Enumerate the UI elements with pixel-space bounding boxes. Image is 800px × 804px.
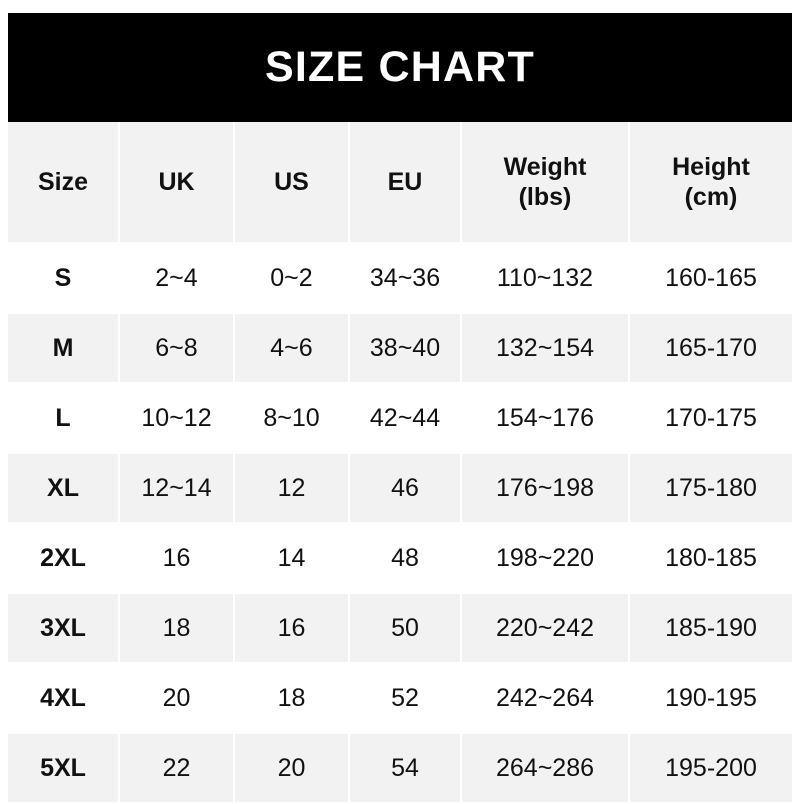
- cell-weight: 132~154: [462, 314, 630, 384]
- cell-weight: 154~176: [462, 384, 630, 454]
- column-header-us-label: US: [274, 167, 309, 196]
- cell-size: S: [8, 244, 120, 314]
- cell-size: XL: [8, 454, 120, 524]
- cell-height: 165-170: [630, 314, 792, 384]
- table-row: 2XL 16 14 48 198~220 180-185: [8, 524, 792, 594]
- cell-weight: 220~242: [462, 594, 630, 664]
- cell-size: L: [8, 384, 120, 454]
- cell-us: 8~10: [235, 384, 350, 454]
- cell-weight: 264~286: [462, 734, 630, 804]
- column-header-weight-label: Weight: [503, 152, 587, 181]
- cell-us: 20: [235, 734, 350, 804]
- size-chart-table: Size UK US EU Weight (lbs) Height (cm): [8, 122, 792, 804]
- table-row: M 6~8 4~6 38~40 132~154 165-170: [8, 314, 792, 384]
- column-header-us: US: [235, 122, 350, 244]
- cell-uk: 18: [120, 594, 235, 664]
- cell-uk: 12~14: [120, 454, 235, 524]
- cell-us: 4~6: [235, 314, 350, 384]
- cell-height: 175-180: [630, 454, 792, 524]
- cell-eu: 54: [350, 734, 462, 804]
- cell-uk: 16: [120, 524, 235, 594]
- cell-eu: 48: [350, 524, 462, 594]
- cell-eu: 38~40: [350, 314, 462, 384]
- cell-height: 190-195: [630, 664, 792, 734]
- cell-weight: 242~264: [462, 664, 630, 734]
- cell-eu: 42~44: [350, 384, 462, 454]
- cell-us: 18: [235, 664, 350, 734]
- cell-eu: 50: [350, 594, 462, 664]
- cell-uk: 10~12: [120, 384, 235, 454]
- page-title: SIZE CHART: [265, 43, 535, 91]
- cell-size: 3XL: [8, 594, 120, 664]
- cell-height: 160-165: [630, 244, 792, 314]
- table-row: 4XL 20 18 52 242~264 190-195: [8, 664, 792, 734]
- cell-uk: 20: [120, 664, 235, 734]
- cell-eu: 34~36: [350, 244, 462, 314]
- column-header-height: Height (cm): [630, 122, 792, 244]
- cell-us: 0~2: [235, 244, 350, 314]
- table-row: XL 12~14 12 46 176~198 175-180: [8, 454, 792, 524]
- cell-us: 16: [235, 594, 350, 664]
- cell-size: 5XL: [8, 734, 120, 804]
- table-header: Size UK US EU Weight (lbs) Height (cm): [8, 122, 792, 244]
- cell-weight: 176~198: [462, 454, 630, 524]
- cell-height: 185-190: [630, 594, 792, 664]
- cell-weight: 198~220: [462, 524, 630, 594]
- cell-uk: 2~4: [120, 244, 235, 314]
- title-banner: SIZE CHART: [8, 13, 792, 122]
- cell-size: 4XL: [8, 664, 120, 734]
- header-row: Size UK US EU Weight (lbs) Height (cm): [8, 122, 792, 244]
- cell-eu: 46: [350, 454, 462, 524]
- column-header-size-label: Size: [37, 167, 89, 196]
- column-header-eu: EU: [350, 122, 462, 244]
- column-header-uk-label: UK: [158, 167, 195, 196]
- cell-weight: 110~132: [462, 244, 630, 314]
- cell-size: M: [8, 314, 120, 384]
- column-header-weight-unit: (lbs): [518, 183, 572, 211]
- table-row: L 10~12 8~10 42~44 154~176 170-175: [8, 384, 792, 454]
- cell-height: 170-175: [630, 384, 792, 454]
- column-header-height-label: Height: [672, 152, 750, 181]
- cell-us: 14: [235, 524, 350, 594]
- table-body: S 2~4 0~2 34~36 110~132 160-165 M 6~8 4~…: [8, 244, 792, 804]
- table-row: 5XL 22 20 54 264~286 195-200: [8, 734, 792, 804]
- column-header-weight: Weight (lbs): [462, 122, 630, 244]
- cell-us: 12: [235, 454, 350, 524]
- table-row: 3XL 18 16 50 220~242 185-190: [8, 594, 792, 664]
- cell-uk: 22: [120, 734, 235, 804]
- cell-size: 2XL: [8, 524, 120, 594]
- column-header-uk: UK: [120, 122, 235, 244]
- column-header-eu-label: EU: [387, 167, 423, 196]
- table-row: S 2~4 0~2 34~36 110~132 160-165: [8, 244, 792, 314]
- cell-height: 180-185: [630, 524, 792, 594]
- column-header-height-unit: (cm): [684, 183, 738, 211]
- cell-height: 195-200: [630, 734, 792, 804]
- cell-eu: 52: [350, 664, 462, 734]
- cell-uk: 6~8: [120, 314, 235, 384]
- column-header-size: Size: [8, 122, 120, 244]
